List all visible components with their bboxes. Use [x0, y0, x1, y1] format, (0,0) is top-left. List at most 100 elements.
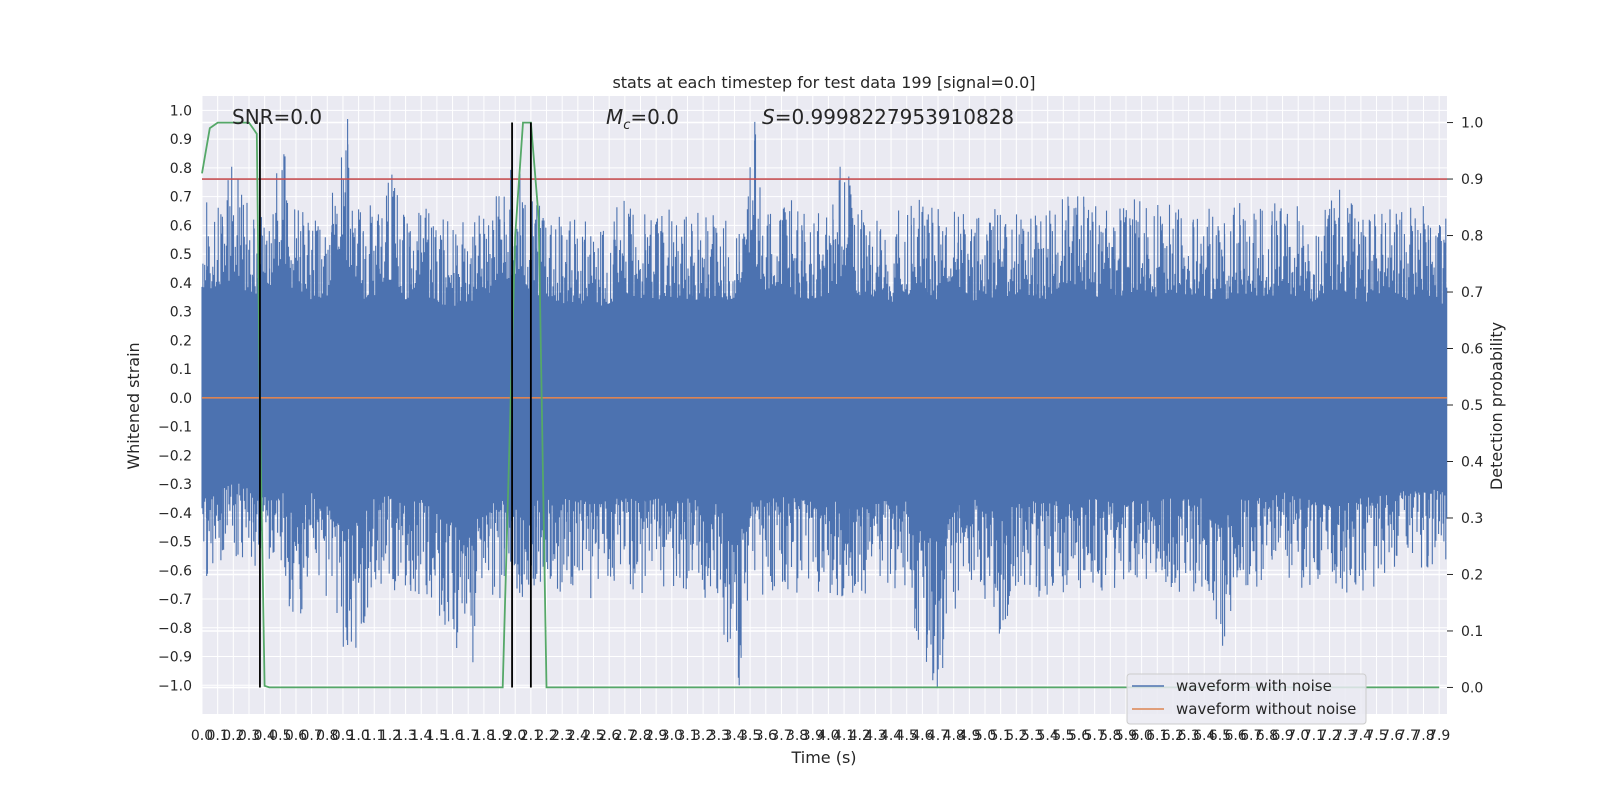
x-axis-label: Time (s)	[790, 748, 856, 767]
left-y-tick-label: −1.0	[158, 678, 192, 694]
x-tick-label: 3.8	[786, 728, 808, 744]
x-tick-label: 5.0	[974, 728, 996, 744]
x-tick-label: 4.2	[849, 728, 871, 744]
right-y-tick-label: 0.4	[1461, 454, 1483, 470]
left-y-tick-label: 0.5	[170, 247, 192, 263]
right-y-tick-label: 0.6	[1461, 342, 1483, 358]
legend-box	[1126, 673, 1367, 725]
x-tick-label: 7.1	[1303, 728, 1325, 744]
score-symbol: S	[762, 105, 775, 129]
x-tick-label: 1.6	[441, 728, 463, 744]
x-tick-label: 5.3	[1021, 728, 1043, 744]
x-tick-label: 2.1	[520, 728, 542, 744]
x-tick-label: 6.5	[1209, 728, 1231, 744]
x-tick-label: 0.7	[300, 728, 322, 744]
chirp-mass-symbol: M	[606, 105, 623, 129]
x-tick-label: 5.6	[1068, 728, 1090, 744]
x-tick-label: 2.0	[504, 728, 526, 744]
x-tick-label: 3.7	[770, 728, 792, 744]
left-y-tick-label: −0.4	[158, 506, 192, 522]
x-tick-label: 5.8	[1099, 728, 1121, 744]
x-tick-label: 4.7	[927, 728, 949, 744]
x-tick-label: 4.1	[833, 728, 855, 744]
x-tick-label: 0.0	[191, 728, 213, 744]
snr-annotation: SNR=0.0	[232, 105, 322, 129]
x-tick-label: 6.0	[1130, 728, 1152, 744]
x-tick-label: 0.5	[269, 728, 291, 744]
left-y-tick-label: −0.9	[158, 650, 192, 666]
left-y-tick-label: −0.5	[158, 535, 192, 551]
x-tick-label: 2.8	[629, 728, 651, 744]
x-tick-label: 6.3	[1177, 728, 1199, 744]
right-y-tick-label: 0.0	[1461, 680, 1483, 696]
right-y-axis-ticks: 1.0 0.9 0.8 0.7 0.6 0.5 0.4 0.3 0.2 0.1 0.0	[1447, 116, 1483, 696]
left-y-tick-label: −0.3	[158, 477, 192, 493]
x-tick-label: 7.8	[1412, 728, 1434, 744]
left-y-axis-ticks: 1.0 0.9 0.8 0.7 0.6 0.5 0.4 0.3 0.2 0.1 0.0 −0.1 −0.…	[158, 103, 192, 694]
left-y-tick-label: 1.0	[170, 103, 192, 119]
x-tick-label: 2.9	[645, 728, 667, 744]
x-tick-label: 0.2	[222, 728, 244, 744]
x-tick-label: 6.9	[1271, 728, 1293, 744]
chirp-mass-value: =0.0	[630, 105, 679, 129]
detection-probability-series	[201, 121, 1440, 689]
right-y-tick-label: 0.3	[1461, 511, 1483, 527]
x-tick-label: 2.6	[598, 728, 620, 744]
x-tick-label: 7.2	[1318, 728, 1340, 744]
left-y-tick-label: −0.7	[158, 592, 192, 608]
left-y-tick-label: −0.2	[158, 448, 192, 464]
right-y-tick-label: 0.2	[1461, 567, 1483, 583]
x-tick-label: 5.9	[1115, 728, 1137, 744]
chart-title: stats at each timestep for test data 199…	[612, 73, 1035, 92]
x-tick-label: 6.6	[1224, 728, 1246, 744]
left-y-tick-label: 0.1	[170, 362, 192, 378]
x-tick-label: 5.4	[1037, 728, 1059, 744]
right-y-tick-label: 1.0	[1461, 116, 1483, 132]
x-tick-label: 0.1	[207, 728, 229, 744]
x-tick-label: 5.5	[1052, 728, 1074, 744]
right-y-tick-label: 0.7	[1461, 285, 1483, 301]
x-tick-label: 1.3	[394, 728, 416, 744]
right-y-tick-label: 0.5	[1461, 398, 1483, 414]
x-tick-label: 6.8	[1256, 728, 1278, 744]
left-y-tick-label: 0.8	[170, 161, 192, 177]
x-tick-label: 7.5	[1365, 728, 1387, 744]
x-tick-label: 2.5	[582, 728, 604, 744]
chirp-mass-subscript: c	[623, 118, 630, 133]
x-tick-label: 7.0	[1287, 728, 1309, 744]
x-tick-label: 1.0	[347, 728, 369, 744]
x-tick-label: 0.4	[254, 728, 276, 744]
left-y-tick-label: 0.0	[170, 391, 192, 407]
vertical-markers	[259, 122, 532, 688]
x-tick-label: 1.8	[473, 728, 495, 744]
x-tick-label: 6.2	[1162, 728, 1184, 744]
x-tick-label: 6.4	[1193, 728, 1215, 744]
x-tick-label: 7.4	[1350, 728, 1372, 744]
x-tick-label: 2.2	[535, 728, 557, 744]
left-y-tick-label: 0.3	[170, 305, 192, 321]
right-y-tick-label: 0.9	[1461, 172, 1483, 188]
legend: waveform with noise waveform without noi…	[1126, 673, 1367, 725]
legend-label-noise: waveform with noise	[1176, 677, 1332, 695]
detection-probability	[201, 121, 1440, 689]
legend-label-clean: waveform without noise	[1176, 700, 1356, 718]
x-tick-label: 7.6	[1381, 728, 1403, 744]
score-value: =0.9998227953910828	[775, 105, 1014, 129]
left-y-tick-label: 0.2	[170, 333, 192, 349]
x-tick-label: 0.8	[316, 728, 338, 744]
x-tick-label: 1.9	[488, 728, 510, 744]
x-tick-label: 4.6	[911, 728, 933, 744]
x-tick-label: 3.9	[802, 728, 824, 744]
x-tick-label: 5.7	[1084, 728, 1106, 744]
x-tick-label: 2.7	[614, 728, 636, 744]
x-tick-label: 0.9	[332, 728, 354, 744]
x-tick-label: 6.1	[1146, 728, 1168, 744]
x-axis-ticks: 0.00.10.20.30.40.50.60.70.80.91.01.11.21…	[191, 728, 1450, 744]
x-tick-label: 4.9	[958, 728, 980, 744]
x-tick-label: 5.1	[990, 728, 1012, 744]
left-y-tick-label: 0.4	[170, 276, 192, 292]
x-tick-label: 1.2	[379, 728, 401, 744]
x-tick-label: 4.0	[817, 728, 839, 744]
